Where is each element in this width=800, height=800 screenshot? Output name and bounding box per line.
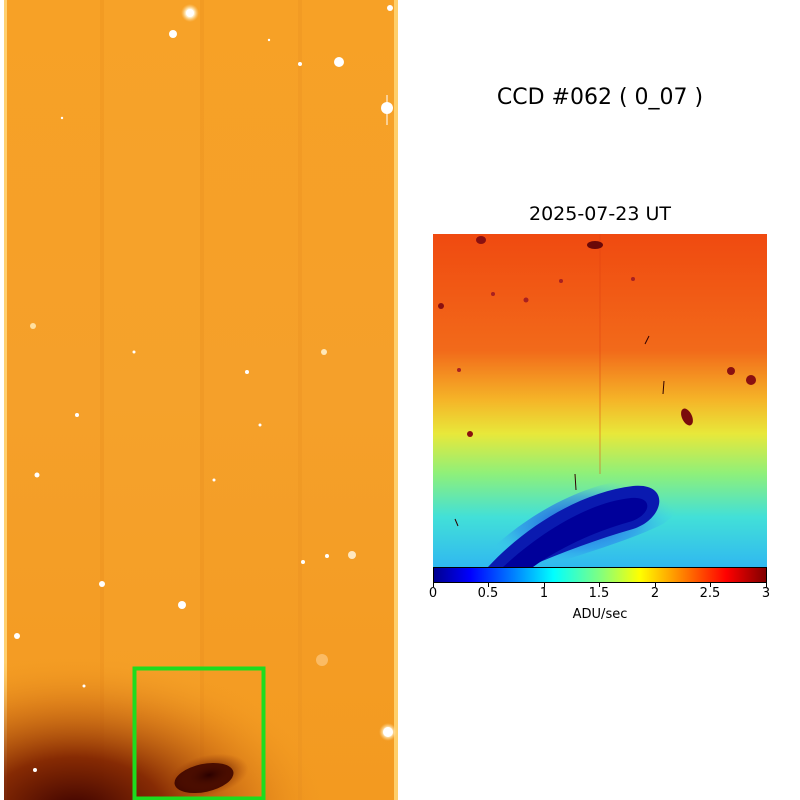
colorbar-tick xyxy=(433,583,434,587)
colorbar-tick xyxy=(655,583,656,587)
colorbar-tick-label: 0 xyxy=(428,586,438,601)
colorbar-tick xyxy=(544,583,545,587)
ccd-image xyxy=(4,0,398,800)
colorbar-tick-label: 1.5 xyxy=(588,586,610,601)
colorbar-tick xyxy=(599,583,600,587)
colorbar-tick xyxy=(766,583,767,587)
zoom-region-box xyxy=(132,666,266,800)
zoom-title: 2025-07-23 UT xyxy=(529,203,671,225)
colorbar-tick xyxy=(488,583,489,587)
colorbar-tick-label: 3 xyxy=(761,586,771,601)
zoom-panel xyxy=(433,234,767,567)
colorbar xyxy=(433,567,767,583)
colorbar-unit-label: ADU/sec xyxy=(572,607,628,622)
colorbar-tick-label: 2.5 xyxy=(699,586,721,601)
colorbar-tick-label: 1 xyxy=(539,586,549,601)
colorbar-tick-label: 2 xyxy=(650,586,660,601)
colorbar-tick xyxy=(710,583,711,587)
colorbar-tick-label: 0.5 xyxy=(477,586,499,601)
ccd-title: CCD #062 ( 0_07 ) xyxy=(496,85,704,110)
